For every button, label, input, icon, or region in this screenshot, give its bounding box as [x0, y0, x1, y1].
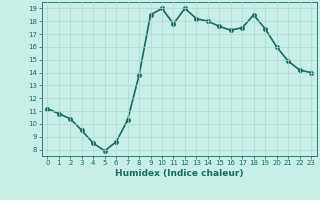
X-axis label: Humidex (Indice chaleur): Humidex (Indice chaleur) — [115, 169, 244, 178]
